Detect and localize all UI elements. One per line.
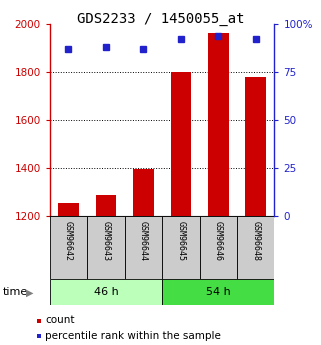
Bar <box>50 216 87 279</box>
Bar <box>133 169 154 216</box>
Text: 54 h: 54 h <box>206 287 231 297</box>
Text: ▶: ▶ <box>26 287 34 297</box>
Text: GSM96644: GSM96644 <box>139 221 148 261</box>
Bar <box>50 279 162 305</box>
Bar <box>87 216 125 279</box>
Text: time: time <box>3 287 29 297</box>
Bar <box>162 279 274 305</box>
Text: GDS2233 / 1450055_at: GDS2233 / 1450055_at <box>77 12 244 26</box>
Bar <box>237 216 274 279</box>
Text: GSM96642: GSM96642 <box>64 221 73 261</box>
Text: GSM96646: GSM96646 <box>214 221 223 261</box>
Bar <box>208 33 229 216</box>
Bar <box>246 77 266 216</box>
Text: count: count <box>45 315 74 325</box>
Text: 46 h: 46 h <box>93 287 118 297</box>
Bar <box>96 195 116 216</box>
Text: percentile rank within the sample: percentile rank within the sample <box>45 331 221 341</box>
Bar <box>200 216 237 279</box>
Text: GSM96645: GSM96645 <box>176 221 185 261</box>
Bar <box>170 72 191 216</box>
Bar <box>58 203 79 216</box>
Text: GSM96643: GSM96643 <box>101 221 110 261</box>
Bar <box>162 216 200 279</box>
Text: GSM96648: GSM96648 <box>251 221 260 261</box>
Bar <box>125 216 162 279</box>
